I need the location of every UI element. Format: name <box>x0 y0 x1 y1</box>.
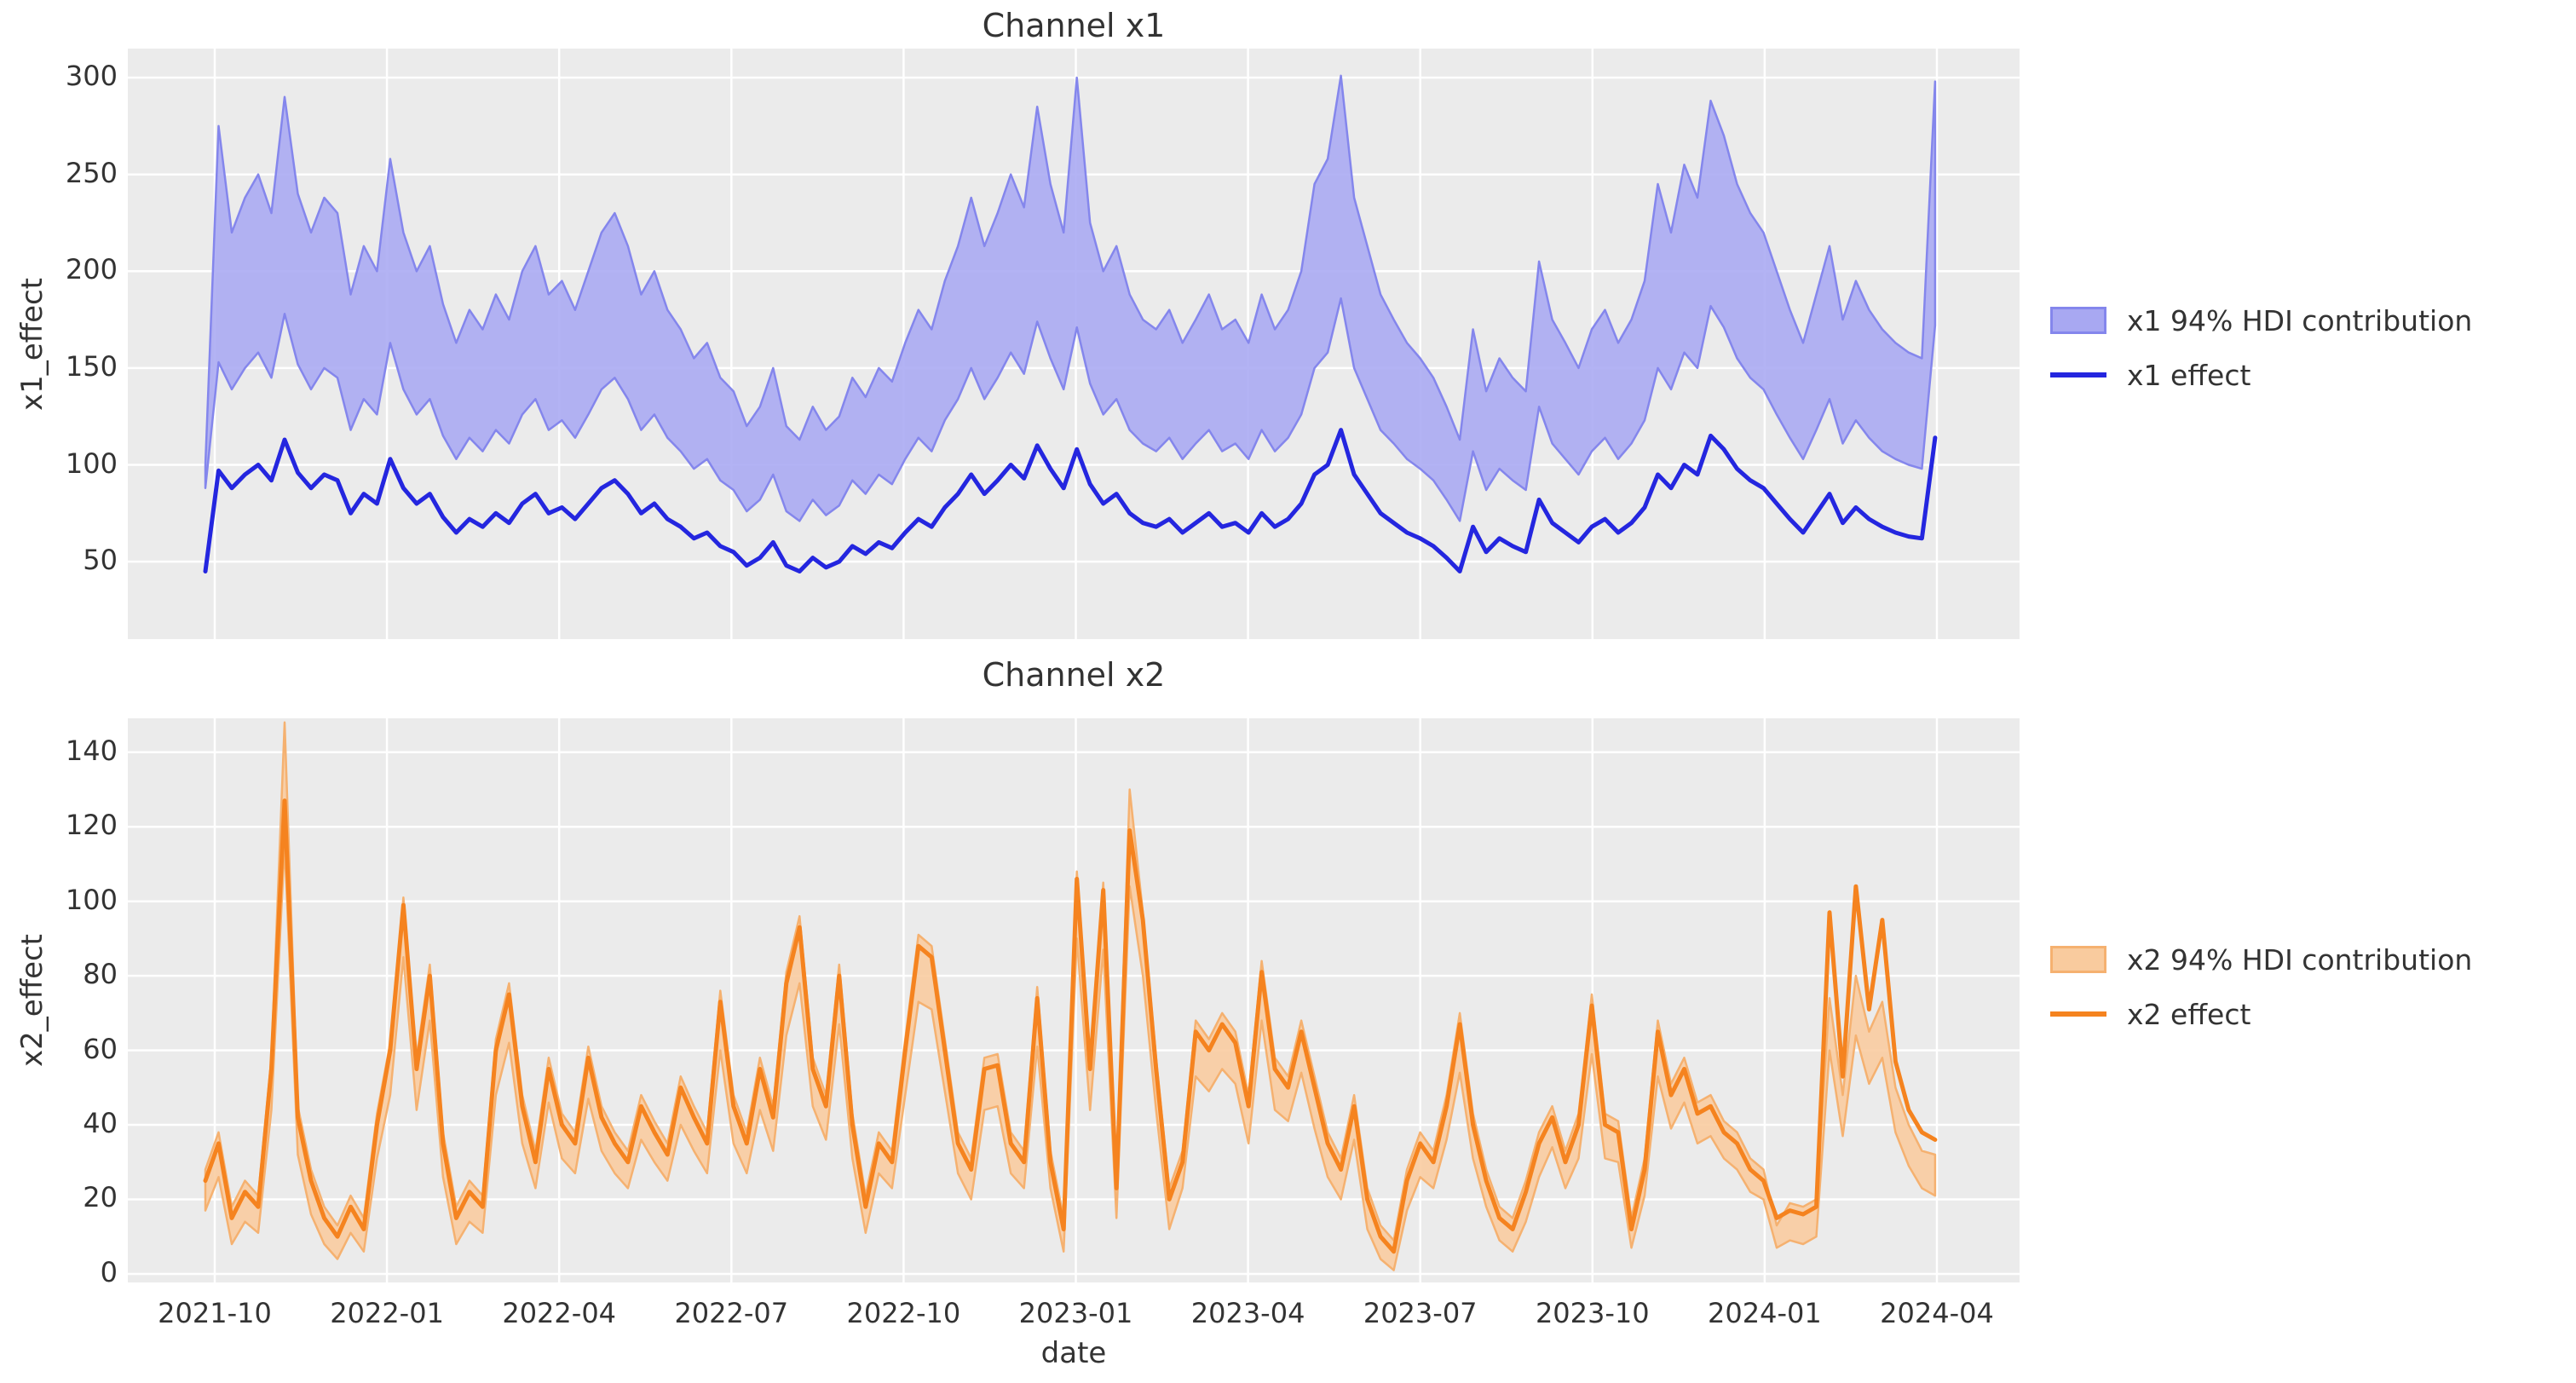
y-tick-label: 200 <box>65 253 118 286</box>
legend-label: x2 94% HDI contribution <box>2127 942 2473 977</box>
legend-x1: x1 94% HDI contribution x1 effect <box>2050 293 2472 402</box>
x1-hdi-patch-swatch <box>2050 307 2106 334</box>
x1-line-swatch <box>2050 372 2106 377</box>
x-tick-label: 2023-01 <box>1018 1297 1133 1329</box>
y-tick-label: 60 <box>83 1032 118 1065</box>
x-tick-label: 2024-04 <box>1880 1297 1994 1329</box>
x-tick-label: 2023-04 <box>1190 1297 1305 1329</box>
legend-item-x2-hdi: x2 94% HDI contribution <box>2050 932 2472 987</box>
x2-hdi-band <box>204 721 1937 1271</box>
x-tick-label: 2023-10 <box>1535 1297 1650 1329</box>
y-tick-label: 20 <box>83 1181 118 1214</box>
x-tick-label: 2022-10 <box>846 1297 961 1329</box>
legend-x2: x2 94% HDI contribution x2 effect <box>2050 932 2472 1041</box>
x2-line-swatch <box>2050 1011 2106 1017</box>
x1-hdi-band <box>204 74 1937 522</box>
y-tick-label: 100 <box>65 447 118 480</box>
x2-effect-line <box>203 798 1938 1254</box>
legend-label: x1 94% HDI contribution <box>2127 303 2473 337</box>
legend-label: x1 effect <box>2127 358 2251 392</box>
y-tick-label: 50 <box>83 544 118 577</box>
x-tick-label: 2022-07 <box>674 1297 789 1329</box>
y-tick-label: 150 <box>65 349 118 383</box>
x-axis-label: date <box>1040 1336 1107 1370</box>
x-tick-label: 2021-10 <box>158 1297 272 1329</box>
y-tick-label: 0 <box>100 1255 118 1288</box>
legend-item-x2-effect: x2 effect <box>2050 987 2472 1041</box>
y-tick-label: 120 <box>65 809 118 842</box>
chart-title-x2: Channel x2 <box>982 656 1166 694</box>
x-tick-label: 2022-01 <box>330 1297 444 1329</box>
y-tick-label: 100 <box>65 883 118 916</box>
x1-effect-line <box>203 428 1938 573</box>
legend-label: x2 effect <box>2127 997 2251 1031</box>
y-tick-label: 40 <box>83 1107 118 1140</box>
y-tick-label: 300 <box>65 60 118 93</box>
y-tick-label: 80 <box>83 958 118 991</box>
y-tick-label: 140 <box>65 734 118 767</box>
x-tick-label: 2023-07 <box>1363 1297 1478 1329</box>
x-tick-label: 2022-04 <box>502 1297 617 1329</box>
legend-item-x1-effect: x1 effect <box>2050 348 2472 402</box>
chart-title-x1: Channel x1 <box>982 7 1166 44</box>
legend-item-x1-hdi: x1 94% HDI contribution <box>2050 293 2472 348</box>
x-tick-label: 2024-01 <box>1708 1297 1822 1329</box>
y-tick-label: 250 <box>65 156 118 189</box>
x2-hdi-patch-swatch <box>2050 946 2106 973</box>
y-axis-label-x1: x1_effect <box>15 277 49 412</box>
